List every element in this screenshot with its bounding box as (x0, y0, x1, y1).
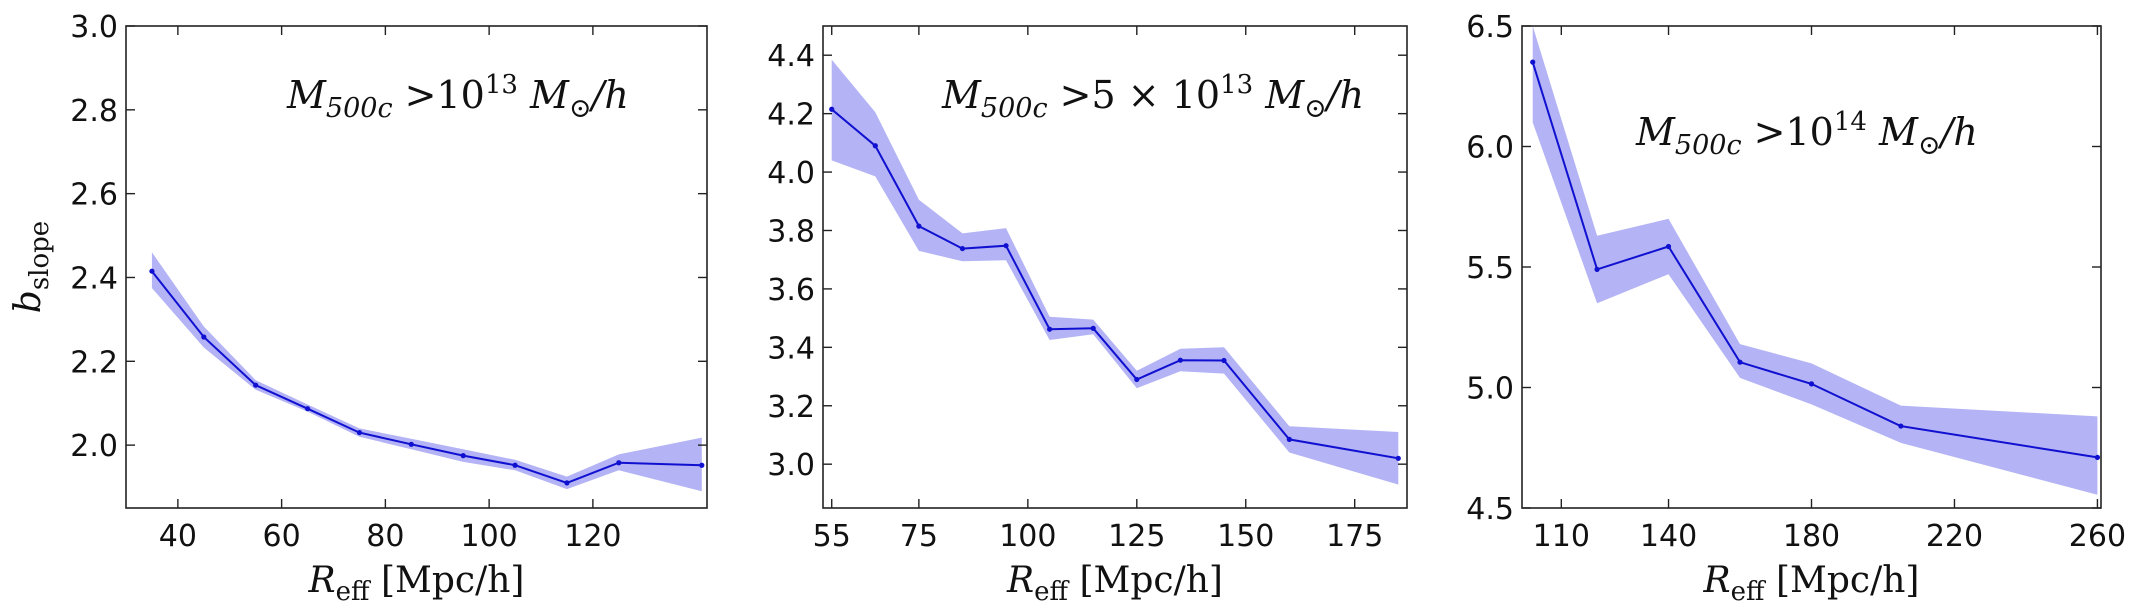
data-point (1530, 59, 1536, 65)
y-tick-label: 3.6 (767, 273, 815, 308)
y-tick-label: 2.6 (70, 178, 118, 213)
panel-2: 55 75 100 125 150 175 3.0 3.2 3.4 3.6 3.8 4.0 4.2 4.4… (767, 25, 1408, 607)
panel-1: 40 60 80 100 120 2.0 2.2 2.4 2.6 2.8 3.0 Reff [Mpc/… (8, 10, 708, 607)
data-point (1090, 325, 1096, 331)
data-point (304, 406, 311, 412)
data-point (1808, 381, 1815, 387)
data-point (512, 462, 518, 468)
x-tick-label: 80 (366, 519, 404, 554)
y-tick-label: 6.0 (1466, 131, 1514, 166)
data-point (564, 480, 570, 486)
y-tick-label: 3.0 (767, 448, 815, 483)
data-point (1177, 357, 1183, 363)
y-tick-label: 4.5 (1466, 492, 1514, 527)
data-point (2094, 454, 2101, 460)
uncertainty-band (1532, 26, 2098, 495)
x-axis-label: Reff [Mpc/h] (1703, 560, 1920, 607)
panel-3: 110 140 180 220 260 4.5 5.0 5.5 6.0 6.5 Reff [Mpc/… (1466, 10, 2126, 607)
x-axis-label: Reff [Mpc/h] (308, 560, 525, 607)
x-tick-label: 175 (1326, 519, 1383, 554)
data-point (829, 106, 835, 112)
x-tick-label: 40 (159, 519, 197, 554)
data-point (1221, 357, 1227, 364)
plot-frame (822, 25, 1408, 509)
y-tick-label: 5.5 (1466, 251, 1514, 286)
x-tick-label: 125 (1108, 519, 1165, 554)
data-point (253, 382, 259, 388)
uncertainty-band (151, 252, 702, 492)
x-tick-label: 150 (1217, 519, 1274, 554)
y-tick-label: 6.5 (1466, 10, 1514, 45)
mass-cut-annotation: M500c >5 × 1013 M⊙/h (941, 70, 1364, 124)
y-tick-label: 3.2 (767, 390, 815, 425)
x-tick-label: 75 (900, 519, 938, 554)
y-tick-label: 2.4 (70, 261, 118, 296)
y-tick-label: 4.0 (767, 156, 815, 191)
x-tick-label: 140 (1640, 519, 1697, 554)
y-tick-label: 5.0 (1466, 372, 1514, 407)
y-tick-label: 4.4 (767, 39, 815, 74)
x-tick-label: 110 (1533, 519, 1590, 554)
x-tick-label: 60 (263, 519, 301, 554)
x-axis-label: Reff [Mpc/h] (1006, 560, 1223, 607)
data-point (149, 268, 155, 274)
data-point (616, 460, 622, 466)
data-point (1594, 266, 1600, 273)
y-tick-label: 2.8 (70, 94, 118, 129)
mass-cut-annotation: M500c >1013 M⊙/h (286, 70, 629, 124)
data-point (916, 223, 922, 229)
data-point (872, 143, 878, 149)
data-point (699, 462, 705, 468)
data-point (1047, 326, 1053, 332)
y-tick-label: 3.8 (767, 214, 815, 249)
data-point (1737, 359, 1743, 365)
x-tick-label: 220 (1926, 519, 1983, 554)
uncertainty-band (831, 59, 1399, 485)
plot-frame (125, 25, 708, 509)
y-tick-label: 3.4 (767, 331, 815, 366)
x-tick-label: 55 (813, 519, 851, 554)
x-tick-label: 100 (460, 519, 517, 554)
data-point (1134, 376, 1140, 383)
data-point (201, 334, 207, 340)
y-axis-label: bslope (8, 221, 55, 313)
y-tick-label: 4.2 (767, 98, 815, 133)
series-line (831, 108, 1399, 460)
data-point (959, 245, 966, 252)
y-tick-label: 3.0 (70, 10, 118, 45)
data-point (408, 441, 414, 447)
data-point (1286, 436, 1292, 442)
x-tick-label: 260 (2069, 519, 2126, 554)
data-point (1003, 243, 1009, 249)
data-point (460, 453, 466, 459)
x-tick-label: 180 (1783, 519, 1840, 554)
data-point (1898, 423, 1904, 429)
data-point (1665, 243, 1672, 250)
y-tick-label: 2.2 (70, 345, 118, 380)
x-tick-label: 120 (564, 519, 621, 554)
mass-cut-annotation: M500c >1014 M⊙/h (1635, 107, 1978, 161)
y-tick-label: 2.0 (70, 429, 118, 464)
x-tick-label: 100 (999, 519, 1056, 554)
data-point (1395, 455, 1401, 461)
data-point (356, 429, 363, 436)
